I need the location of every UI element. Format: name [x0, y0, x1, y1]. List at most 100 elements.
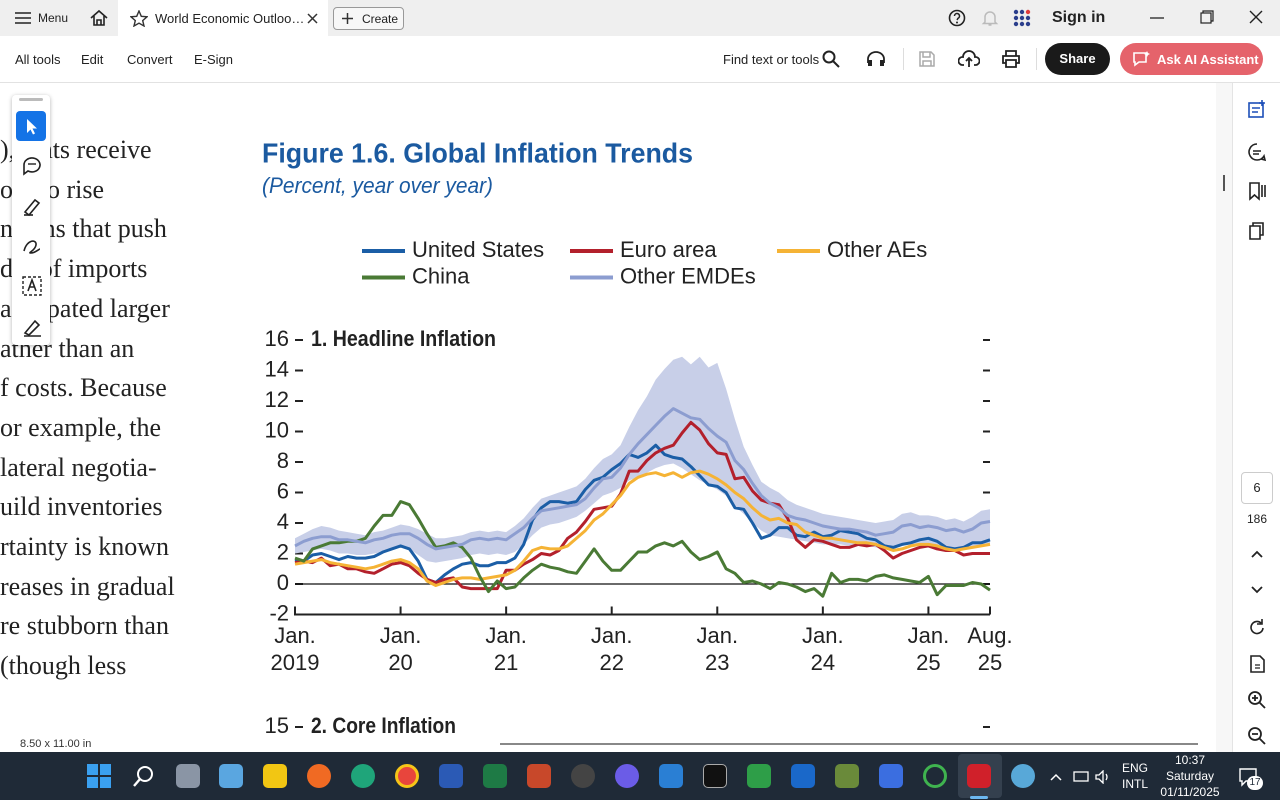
- acrobat[interactable]: [967, 764, 991, 788]
- sidebar-icon[interactable]: [1247, 142, 1267, 162]
- clock-day[interactable]: Saturday: [1165, 769, 1215, 783]
- app-icon[interactable]: [615, 764, 639, 788]
- obs[interactable]: [571, 764, 595, 788]
- document-tab[interactable]: World Economic Outloo…: [118, 0, 328, 36]
- body-line: re stubborn than: [0, 611, 169, 641]
- notification-count: 17: [1247, 776, 1263, 790]
- print-icon[interactable]: [1001, 50, 1021, 68]
- app-icon[interactable]: [747, 764, 771, 788]
- save-icon[interactable]: [918, 50, 936, 68]
- body-line: (though less: [0, 651, 127, 681]
- y-tick-label: 14: [265, 356, 289, 381]
- series-line: [294, 469, 991, 587]
- find-label[interactable]: Find text or tools: [723, 52, 820, 67]
- zoom-out[interactable]: [1247, 726, 1267, 746]
- page-count: 186: [1246, 512, 1268, 526]
- notifications-icon[interactable]: [981, 9, 999, 27]
- x-tick-label: Jan. 2019: [271, 623, 320, 675]
- chrome[interactable]: [395, 764, 419, 788]
- upload-icon[interactable]: [958, 49, 980, 69]
- legend-label: United States: [412, 237, 544, 262]
- scroll-thumb[interactable]: [1223, 175, 1225, 191]
- sign-in[interactable]: Sign in: [1052, 9, 1106, 26]
- app-icon[interactable]: [703, 764, 727, 788]
- powerpoint[interactable]: [527, 764, 551, 788]
- app-icon[interactable]: [879, 764, 903, 788]
- app-icon[interactable]: [659, 764, 683, 788]
- keyboard-layout[interactable]: INTL: [1121, 777, 1148, 791]
- sidebar-icon[interactable]: [1247, 181, 1267, 201]
- select-icon: [27, 119, 37, 135]
- range-band: [295, 356, 990, 563]
- tool-palette: [12, 95, 50, 345]
- menu-label[interactable]: Menu: [38, 11, 69, 25]
- body-line: f costs. Because: [0, 373, 167, 403]
- apps-icon[interactable]: [1013, 9, 1031, 27]
- sign-tool[interactable]: [21, 315, 43, 337]
- draw-tool[interactable]: [21, 235, 43, 257]
- x-tick-label: Jan. 23: [696, 623, 738, 675]
- x-tick-label: Jan. 21: [485, 623, 527, 675]
- weather[interactable]: [1011, 764, 1035, 788]
- right-sidebar: 6 186: [1232, 83, 1280, 752]
- tab-title: World Economic Outloo…: [155, 11, 305, 26]
- text-tool[interactable]: [21, 275, 43, 297]
- vertical-scrollbar[interactable]: [1216, 83, 1232, 752]
- search-button[interactable]: [132, 764, 156, 788]
- separator: [1036, 48, 1037, 70]
- figure-title: Figure 1.6. Global Inflation Trends: [262, 137, 693, 168]
- zoom-in[interactable]: [1247, 690, 1267, 710]
- page-number[interactable]: 6: [1241, 472, 1273, 504]
- horizontal-scroll-thumb[interactable]: [500, 743, 1198, 745]
- toolbar-item[interactable]: Edit: [81, 52, 104, 67]
- widgets[interactable]: [219, 764, 243, 788]
- ai-assistant-button[interactable]: Ask AI Assistant: [1120, 43, 1263, 75]
- create-button[interactable]: Create: [333, 7, 404, 30]
- help-icon[interactable]: [948, 9, 966, 27]
- toolbar-item[interactable]: E-Sign: [194, 52, 234, 67]
- clock-time[interactable]: 10:37: [1174, 753, 1206, 767]
- star-icon[interactable]: [130, 10, 148, 27]
- prev-page[interactable]: [1251, 550, 1263, 558]
- toolbar-item[interactable]: Convert: [127, 52, 173, 67]
- excel[interactable]: [483, 764, 507, 788]
- next-page[interactable]: [1251, 586, 1263, 594]
- start-button[interactable]: [87, 764, 111, 788]
- minecraft[interactable]: [835, 764, 859, 788]
- search-icon[interactable]: [822, 50, 840, 68]
- plus-icon: [342, 13, 353, 24]
- select-tool[interactable]: [16, 111, 46, 141]
- toolbar-item[interactable]: All tools: [15, 52, 61, 67]
- y-tick-label: 12: [265, 387, 289, 412]
- edge[interactable]: [351, 764, 375, 788]
- app-icon[interactable]: [263, 764, 287, 788]
- rotate[interactable]: [1247, 618, 1267, 638]
- tab-close[interactable]: [307, 13, 318, 24]
- y-tick-label: 0: [277, 570, 289, 595]
- x-tick-label: Jan. 24: [802, 623, 844, 675]
- notification-center[interactable]: [1238, 767, 1260, 787]
- outlook[interactable]: [791, 764, 815, 788]
- task-view[interactable]: [176, 764, 200, 788]
- clock-date[interactable]: 01/11/2025: [1160, 785, 1220, 799]
- close[interactable]: [1249, 10, 1263, 24]
- fit-page[interactable]: [1247, 654, 1267, 674]
- menu-icon[interactable]: [15, 11, 31, 25]
- sidebar-icon[interactable]: [1247, 221, 1267, 241]
- sidebar-icon[interactable]: [1247, 99, 1267, 119]
- firefox[interactable]: [307, 764, 331, 788]
- legend-label: China: [412, 263, 470, 288]
- tray-icons[interactable]: [1050, 770, 1110, 784]
- home-icon[interactable]: [89, 9, 109, 27]
- highlight-tool[interactable]: [21, 195, 43, 217]
- restore[interactable]: [1200, 10, 1214, 24]
- language[interactable]: ENG: [1121, 761, 1148, 775]
- word[interactable]: [439, 764, 463, 788]
- app-icon[interactable]: [923, 764, 947, 788]
- read-aloud-icon[interactable]: [866, 50, 886, 68]
- minimize[interactable]: [1150, 12, 1164, 24]
- share-button[interactable]: Share: [1045, 43, 1110, 75]
- active-indicator: [970, 796, 988, 799]
- page-size: 8.50 x 11.00 in: [20, 738, 92, 750]
- comment-tool[interactable]: [21, 155, 43, 177]
